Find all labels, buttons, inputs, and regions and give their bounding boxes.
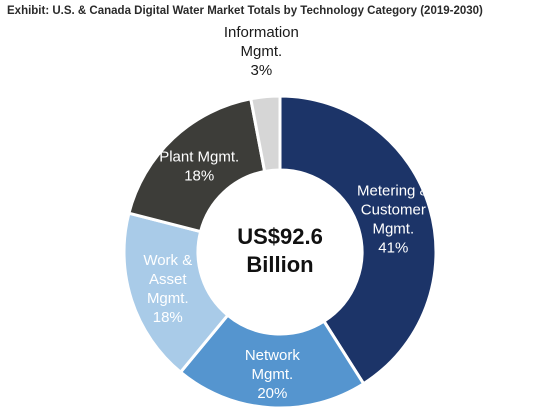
center-total-label: US$92.6 Billion (237, 224, 323, 277)
slice-label: Information Mgmt. 3% (224, 24, 299, 79)
